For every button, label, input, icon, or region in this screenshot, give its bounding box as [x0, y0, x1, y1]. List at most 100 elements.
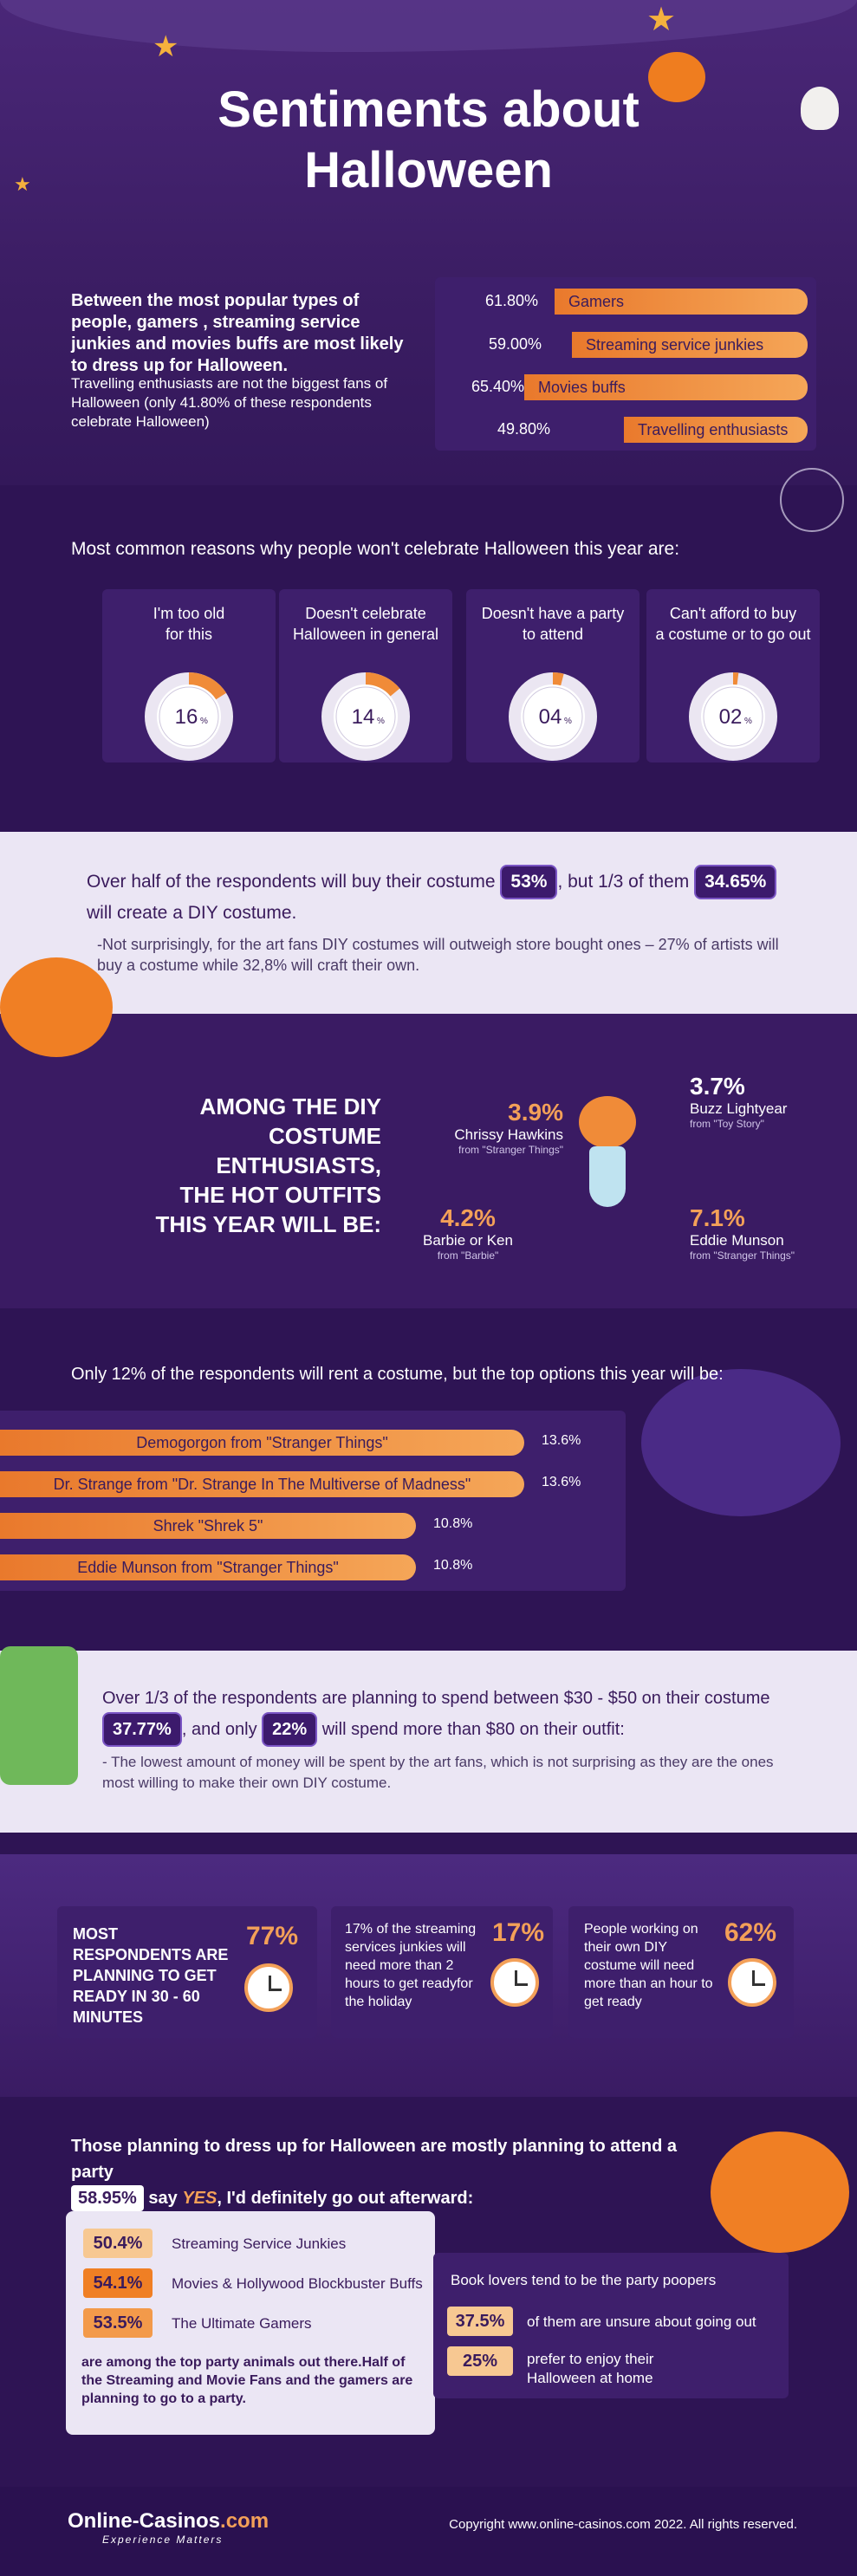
reason-donut: 02%	[689, 672, 777, 761]
diy-outfit-chrissy: 3.9% Chrissy Hawkins from "Stranger Thin…	[347, 1099, 563, 1156]
reason-card: Can't afford to buy a costume or to go ou…	[646, 589, 820, 762]
reason-card: Doesn't have a party to attend 04%	[466, 589, 640, 762]
bg-diy-band	[0, 1014, 857, 1308]
diy-outfit-buzz: 3.7% Buzz Lightyear from "Toy Story"	[690, 1073, 846, 1130]
costume-text3: will create a DIY costume.	[87, 903, 297, 923]
spend-text: Over 1/3 of the respondents are planning…	[102, 1684, 813, 1747]
costume-text1: Over half of the respondents will buy th…	[87, 872, 496, 892]
rent-bar: Demogorgon from "Stranger Things"	[0, 1430, 524, 1456]
star-icon: ★	[646, 2, 677, 38]
costume-text: Over half of the respondents will buy th…	[87, 865, 797, 927]
donut-value: 14	[352, 705, 375, 729]
party-groups-note: are among the top party animals out ther…	[81, 2355, 413, 2406]
diy-outfit-pct: 4.2%	[440, 1204, 496, 1231]
rent-bar: Dr. Strange from "Dr. Strange In The Mul…	[0, 1471, 524, 1497]
diy-outfit-pct: 7.1%	[690, 1204, 745, 1231]
party-group-pct: 53.5%	[83, 2308, 153, 2338]
rent-bar: Eddie Munson from "Stranger Things"	[0, 1554, 416, 1580]
reason-donut: 16%	[145, 672, 233, 761]
costume-text2: , but 1/3 of them	[557, 872, 690, 892]
diy-character-illustration	[568, 1096, 646, 1226]
footer-copyright: Copyright www.online-casinos.com 2022. A…	[449, 2517, 797, 2532]
ready-card-1: MOST RESPONDENTS ARE PLANNING TO GET REA…	[57, 1906, 317, 2038]
reason-title: Can't afford to buy a costume or to go ou…	[655, 605, 811, 643]
party-heading: Those planning to dress up for Halloween…	[71, 2133, 678, 2211]
party-group-label: Movies & Hollywood Blockbuster Buffs	[172, 2275, 423, 2292]
dress-up-lead: Between the most popular types of people…	[71, 291, 404, 375]
rent-bar-pct: 10.8%	[433, 1558, 473, 1573]
reason-title: I'm too old for this	[153, 605, 225, 643]
page-title: Sentiments about Halloween	[0, 80, 857, 201]
diy-heading: AMONG THE DIY COSTUME ENTHUSIASTS, THE H…	[155, 1093, 382, 1237]
dress-bar-pct: 65.40%	[471, 378, 524, 395]
book-lovers-card: Book lovers tend to be the party poopers…	[433, 2253, 789, 2398]
diy-outfit-eddie: 7.1% Eddie Munson from "Stranger Things"	[690, 1204, 846, 1262]
rent-bar-pct: 10.8%	[433, 1516, 473, 1531]
book-pct: 37.5%	[447, 2307, 513, 2336]
diy-outfit-pct: 3.7%	[690, 1073, 745, 1100]
donut-value: 02	[719, 705, 743, 729]
donut-fill	[689, 672, 777, 761]
reason-card: I'm too old for this 16%	[102, 589, 276, 762]
donut-fill	[509, 672, 597, 761]
dress-bar: Movies buffs	[524, 374, 808, 400]
costume-badge-diy: 34.65%	[694, 865, 777, 899]
ready-card-2: 17% of the streaming services junkies wi…	[331, 1906, 553, 2038]
donut-unit: %	[200, 717, 208, 726]
spend-badge-80: 22%	[262, 1712, 318, 1747]
book-pct: 25%	[447, 2346, 513, 2376]
spend-badge-30-50: 37.77%	[102, 1712, 182, 1747]
clock-icon	[244, 1963, 293, 2012]
donut-unit: %	[564, 717, 572, 726]
donut-unit: %	[377, 717, 385, 726]
rent-bar-pct: 13.6%	[542, 1433, 581, 1448]
ready-pct: 62%	[724, 1918, 777, 1947]
bg-footer	[0, 2487, 857, 2576]
spiderweb-icon	[780, 468, 844, 532]
dress-bar-pct: 59.00%	[488, 335, 542, 353]
donut-value: 16	[175, 705, 198, 729]
money-icon	[0, 1646, 78, 1785]
reason-card: Doesn't celebrate Halloween in general 14%	[279, 589, 452, 762]
costume-note: -Not surprisingly, for the art fans DIY …	[97, 936, 779, 974]
ready-pct: 77%	[246, 1922, 299, 1950]
diy-outfit-pct: 3.9%	[508, 1099, 563, 1126]
reason-title: Doesn't have a party to attend	[481, 605, 625, 643]
star-icon: ★	[153, 30, 179, 63]
donut-fill	[321, 672, 410, 761]
pumpkin-icon	[0, 957, 113, 1057]
rent-bar: Shrek "Shrek 5"	[0, 1513, 416, 1539]
reason-title: Doesn't celebrate Halloween in general	[292, 605, 439, 643]
dress-bar-pct: 49.80%	[497, 420, 550, 438]
pumpkin-icon	[648, 52, 705, 102]
ready-pct: 17%	[492, 1918, 545, 1947]
dress-bar: Streaming service junkies	[572, 332, 808, 358]
costume-badge-buy: 53%	[500, 865, 558, 899]
pumpkin-icon	[711, 2132, 849, 2253]
spend-note: - The lowest amount of money will be spe…	[102, 1754, 774, 1791]
ready-card-3: People working on their own DIY costume …	[568, 1906, 794, 2038]
clock-icon	[728, 1958, 776, 2007]
clock-icon	[490, 1958, 539, 2007]
footer-logo: Online-Casinos.com Experience Matters	[68, 2509, 269, 2546]
reason-donut: 14%	[321, 672, 410, 761]
title-line2: Halloween	[304, 142, 553, 198]
rent-bar-pct: 13.6%	[542, 1475, 581, 1489]
bat-icon	[641, 1369, 841, 1516]
rent-heading: Only 12% of the respondents will rent a …	[71, 1365, 724, 1384]
dress-bar: Gamers	[555, 289, 808, 315]
donut-value: 04	[539, 705, 562, 729]
party-group-pct: 50.4%	[83, 2229, 153, 2258]
star-icon: ★	[14, 173, 31, 195]
title-line1: Sentiments about	[217, 81, 640, 138]
party-group-pct: 54.1%	[83, 2268, 153, 2298]
donut-unit: %	[744, 717, 752, 726]
party-badge: 58.95%	[71, 2185, 144, 2211]
bg-costume-panel	[0, 832, 857, 1014]
dress-bar-pct: 61.80%	[484, 292, 538, 309]
reason-donut: 04%	[509, 672, 597, 761]
party-group-label: Streaming Service Junkies	[172, 2235, 347, 2252]
reasons-heading: Most common reasons why people won't cel…	[71, 539, 680, 559]
diy-outfit-barbie: 4.2% Barbie or Ken from "Barbie"	[416, 1204, 520, 1262]
dress-up-note: Travelling enthusiasts are not the bigge…	[71, 375, 388, 430]
